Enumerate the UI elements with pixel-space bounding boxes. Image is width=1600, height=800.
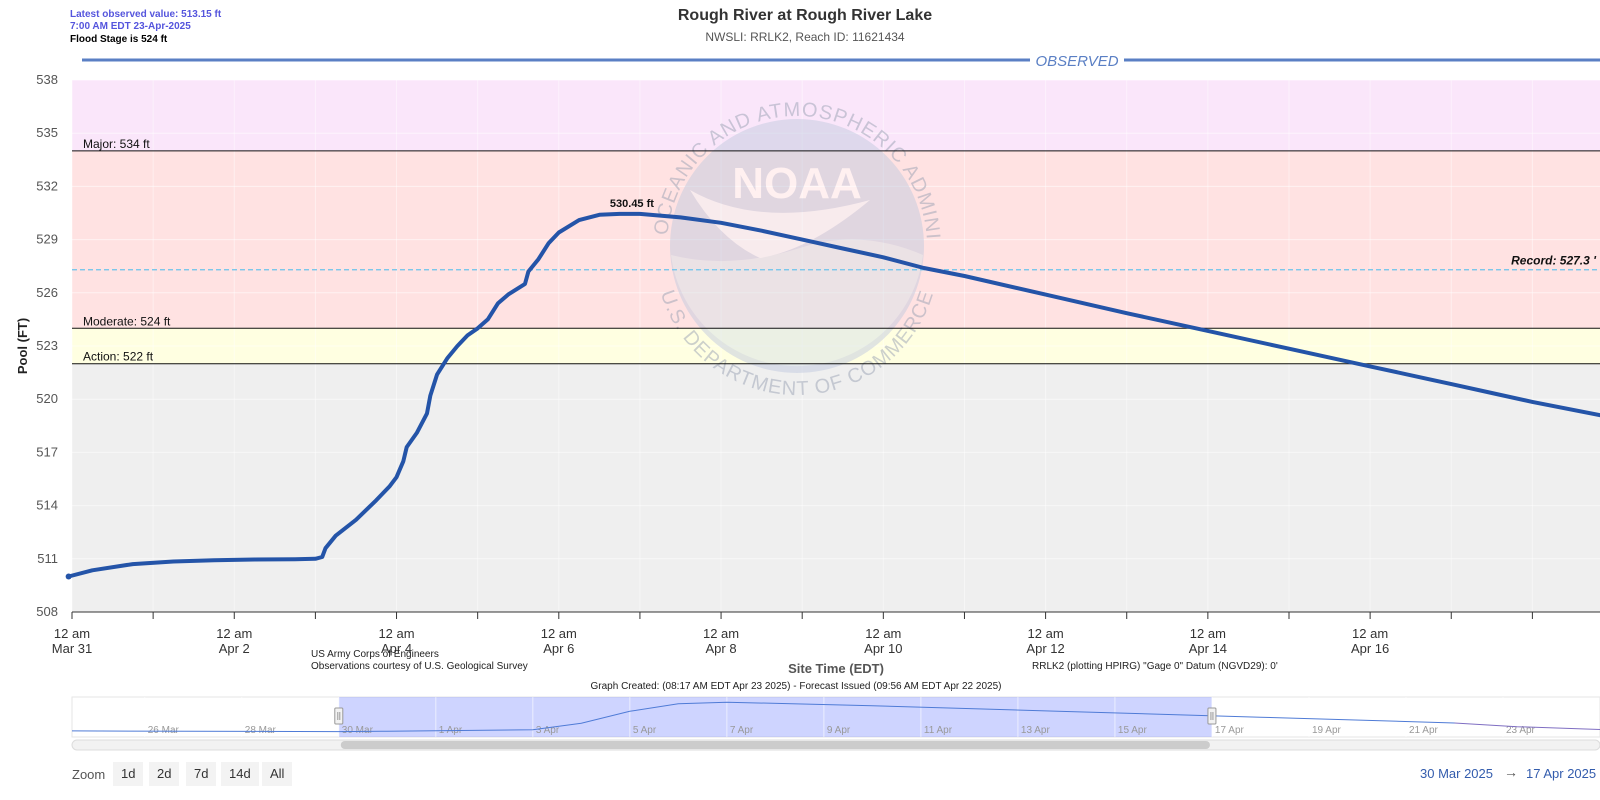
zoom-7d-button[interactable]: 7d [186, 762, 217, 786]
credit-usgs: Observations courtesy of U.S. Geological… [311, 661, 528, 672]
x-tick-label-date: Apr 14 [1189, 641, 1227, 656]
y-axis-ticks: 508 511 514 517 520 523 526 529 532 535 538 [36, 72, 58, 619]
noaa-logo-text: NOAA [732, 159, 862, 208]
chart-axes: Pool (FT) Site Time (EDT) [15, 318, 1600, 676]
scrollbar-thumb[interactable] [340, 741, 1210, 749]
x-tick-label-time: 12 am [1190, 626, 1226, 641]
x-tick-label-time: 12 am [541, 626, 577, 641]
credit-usace: US Army Corps of Engineers [311, 649, 439, 660]
x-tick-label-date: Apr 10 [864, 641, 902, 656]
y-tick-label: 511 [37, 551, 58, 566]
navigator-series-line [71, 701, 1455, 733]
chart-annotations: 530.45 ft [610, 198, 654, 210]
navigator-date-label: 28 Mar [245, 725, 277, 736]
y-tick-label: 538 [36, 72, 58, 87]
navigator-background [71, 696, 1600, 738]
navigator-series-line-tail [1454, 722, 1600, 730]
zoom-14d-button[interactable]: 14d [221, 762, 259, 786]
record-label: Record: 527.3 ' [1511, 254, 1597, 268]
navigator-date-label: 26 Mar [148, 725, 180, 736]
x-tick-label-date: Apr 2 [219, 641, 250, 656]
y-tick-label: 520 [36, 391, 58, 406]
x-tick-label-date: Apr 16 [1351, 641, 1389, 656]
zoom-label: Zoom [72, 767, 106, 782]
peak-label: 530.45 ft [610, 198, 654, 210]
x-tick-label-time: 12 am [378, 626, 414, 641]
threshold-label: Action: 522 ft [83, 350, 154, 364]
range-arrow-icon: → [1504, 764, 1518, 780]
x-tick-label-date: Apr 8 [706, 641, 737, 656]
y-tick-label: 526 [36, 285, 58, 300]
navigator-date-label: 13 Apr [1021, 725, 1051, 736]
x-tick-label-date: Mar 31 [52, 641, 92, 656]
navigator-date-label: 19 Apr [1312, 725, 1342, 736]
x-tick-label-date: Apr 4 [381, 641, 412, 656]
latest-observed-value: Latest observed value: 513.15 ft [70, 9, 222, 20]
x-tick-label-time: 12 am [865, 626, 901, 641]
credits: US Army Corps of Engineers Observations … [311, 649, 1278, 692]
navigator-date-label: 5 Apr [633, 725, 657, 736]
y-tick-label: 514 [36, 498, 58, 513]
x-tick-label-date: Apr 6 [543, 641, 574, 656]
navigator-date-label: 11 Apr [924, 725, 953, 736]
flood-stage-note: Flood Stage is 524 ft [70, 34, 168, 45]
pool-line [66, 211, 1600, 579]
y-tick-label: 523 [36, 338, 58, 353]
navigator-date-label: 30 Mar [342, 725, 374, 736]
navigator-date-label: 3 Apr [536, 725, 560, 736]
graph-created-note: Graph Created: (08:17 AM EDT Apr 23 2025… [591, 681, 1002, 692]
threshold-label: Major: 534 ft [83, 137, 150, 151]
x-tick-label-time: 12 am [703, 626, 739, 641]
threshold-label: Moderate: 524 ft [83, 314, 171, 328]
navigator-date-label: 15 Apr [1118, 725, 1148, 736]
chart-subtitle: NWSLI: RRLK2, Reach ID: 11621434 [705, 30, 905, 44]
datum-note: RRLK2 (plotting HPIRG) "Gage 0" Datum (N… [1032, 661, 1278, 672]
range-from-date[interactable]: 30 Mar 2025 [1420, 766, 1493, 781]
navigator-date-label: 23 Apr [1506, 725, 1536, 736]
x-tick-label-date: Apr 12 [1026, 641, 1064, 656]
zoom-2d-button[interactable]: 2d [149, 762, 180, 786]
x-axis-title: Site Time (EDT) [788, 661, 884, 676]
y-tick-label: 529 [36, 232, 58, 247]
y-axis-title: Pool (FT) [15, 318, 30, 374]
latest-observed-time: 7:00 AM EDT 23-Apr-2025 [70, 21, 191, 32]
navigator-date-label: 21 Apr [1409, 725, 1439, 736]
y-tick-label: 532 [36, 178, 58, 193]
y-tick-label: 535 [36, 125, 58, 140]
y-tick-label: 508 [36, 604, 58, 619]
x-tick-label-time: 12 am [54, 626, 90, 641]
observed-band-header: OBSERVED [82, 53, 1600, 70]
navigator-handle-left[interactable] [334, 707, 344, 725]
navigator-date-label: 9 Apr [827, 725, 851, 736]
x-tick-label-time: 12 am [1028, 626, 1064, 641]
x-tick-label-time: 12 am [216, 626, 252, 641]
pool-first-point [65, 573, 72, 580]
navigator-date-label: 7 Apr [730, 725, 754, 736]
zoom-all-button[interactable]: All [262, 762, 293, 786]
navigator-handle-right[interactable] [1207, 707, 1217, 725]
flood-thresholds: Major: 534 ft Moderate: 524 ft Action: 522… [72, 137, 1600, 365]
navigator-date-label: 17 Apr [1215, 725, 1245, 736]
pool-series [65, 211, 1600, 580]
range-to-date[interactable]: 17 Apr 2025 [1526, 766, 1597, 781]
x-tick-label-time: 12 am [1352, 626, 1388, 641]
zoom-1d-button[interactable]: 1d [113, 762, 144, 786]
observed-band-label: OBSERVED [1035, 53, 1118, 70]
y-tick-label: 517 [36, 444, 58, 459]
band-action [72, 363, 1600, 612]
navigator[interactable]: 26 Mar 28 Mar 30 Mar 1 Apr 3 Apr 5 Apr 7 Apr 9 … [71, 696, 1600, 751]
chart-title: Rough River at Rough River Lake [677, 7, 933, 24]
